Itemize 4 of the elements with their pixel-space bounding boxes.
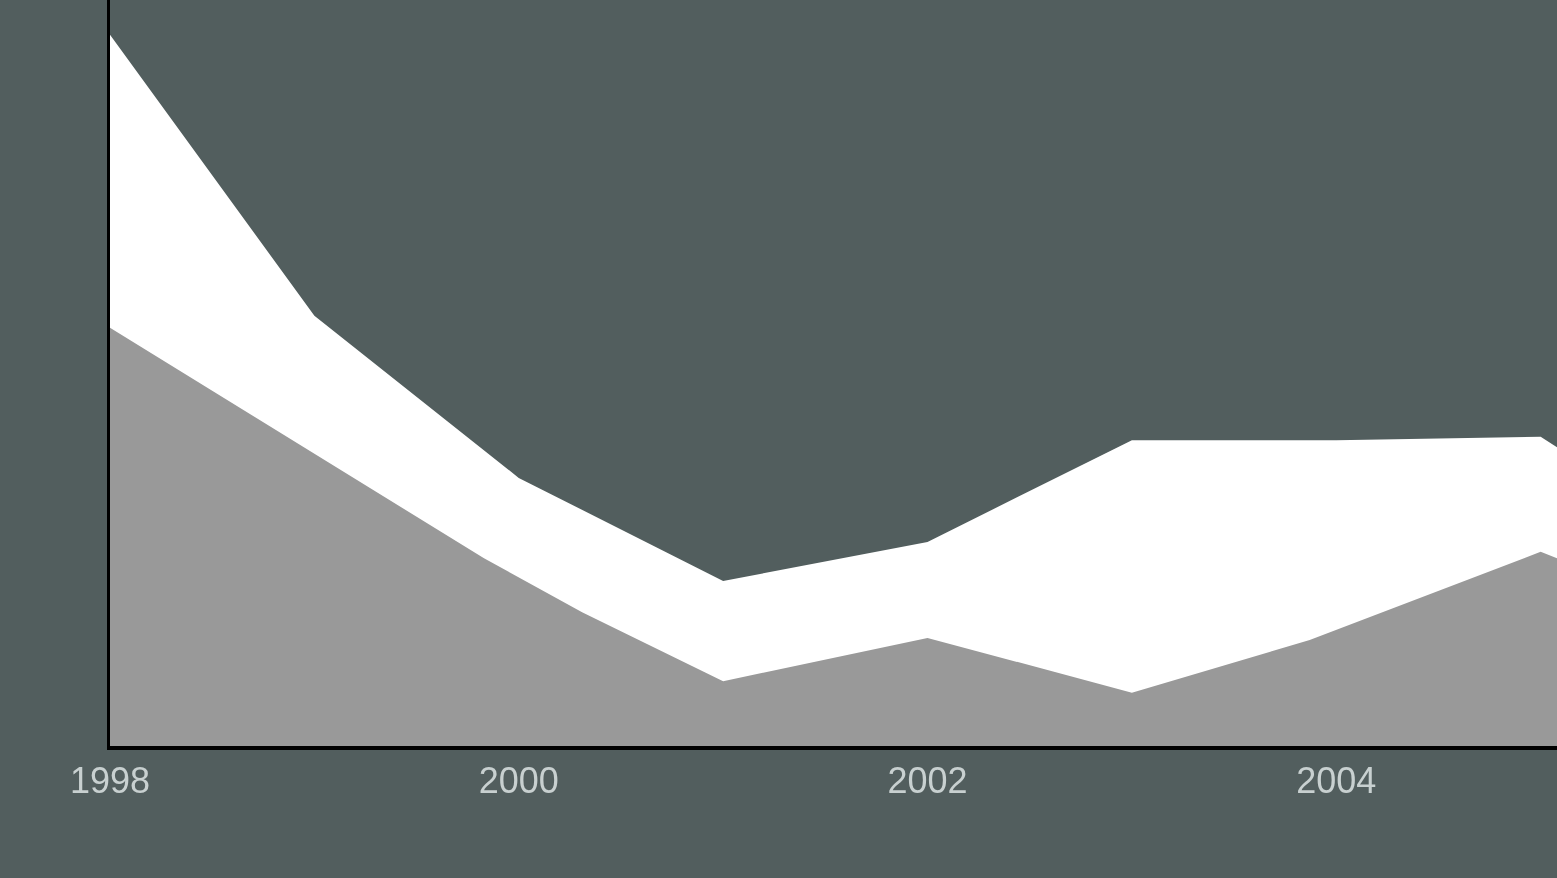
x-tick-label: 2002 <box>887 760 968 802</box>
x-tick-label: 2004 <box>1296 760 1377 802</box>
x-tick-label: 2000 <box>478 760 559 802</box>
x-tick-label: 1998 <box>69 760 151 802</box>
